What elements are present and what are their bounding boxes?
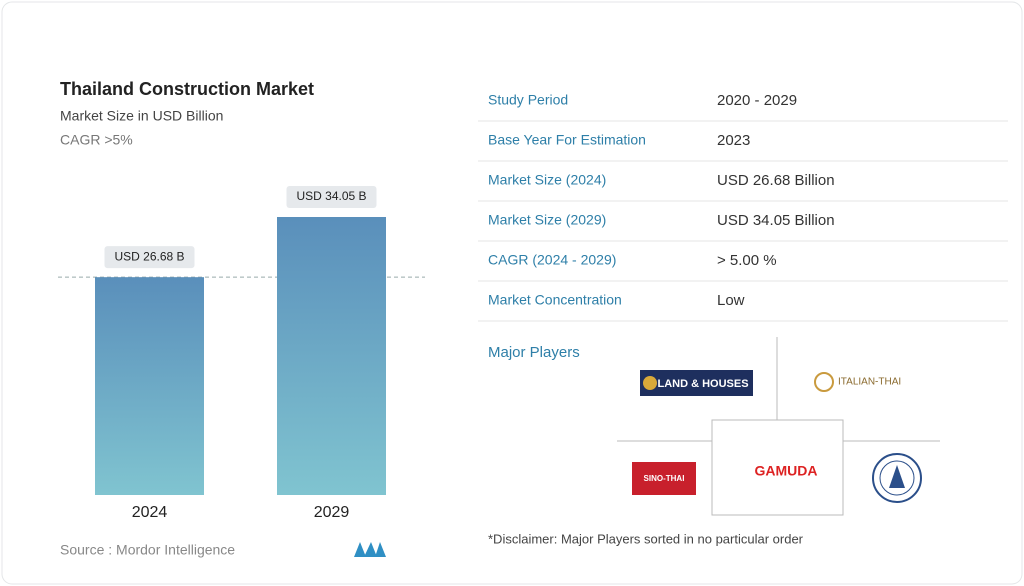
row-value: Low — [717, 292, 745, 309]
bar — [277, 217, 386, 495]
player-logo: LAND & HOUSES — [657, 378, 748, 390]
data-label: USD 34.05 B — [296, 189, 366, 203]
row-label: Market Size (2024) — [488, 172, 606, 188]
row-value: USD 26.68 Billion — [717, 172, 835, 189]
label-box — [104, 246, 195, 269]
row-label: Base Year For Estimation — [488, 132, 646, 148]
row-value: > 5.00 % — [717, 252, 777, 269]
row-value: 2023 — [717, 132, 750, 149]
disclaimer: *Disclaimer: Major Players sorted in no … — [488, 531, 804, 546]
row-label: Market Size (2029) — [488, 212, 606, 228]
players-grid — [617, 337, 940, 516]
logo-bg — [640, 370, 753, 396]
logo-icon — [643, 376, 657, 390]
row-label: Market Concentration — [488, 292, 622, 308]
player-logo: GAMUDA — [755, 463, 818, 479]
row-label: Study Period — [488, 92, 568, 108]
source: Source : Mordor Intelligence — [60, 542, 235, 558]
label-box — [286, 186, 377, 208]
data-label: USD 26.68 B — [114, 249, 184, 263]
logo-icon — [814, 372, 834, 392]
brand-logo — [354, 542, 386, 557]
cagr-text: CAGR >5% — [60, 132, 133, 148]
players-title: Major Players — [488, 344, 580, 361]
row-value: USD 34.05 Billion — [717, 212, 835, 229]
chart-subtitle: Market Size in USD Billion — [60, 108, 223, 124]
row-label: CAGR (2024 - 2029) — [488, 252, 616, 268]
x-tick-label: 2024 — [132, 504, 168, 521]
chart-title: Thailand Construction Market — [60, 79, 314, 99]
bar — [95, 277, 204, 495]
row-value: 2020 - 2029 — [717, 92, 797, 109]
seal-logo — [872, 453, 922, 503]
logo-bg — [632, 462, 696, 495]
player-logo: ITALIAN-THAI — [838, 377, 901, 388]
player-logo: SINO-THAI — [644, 474, 685, 483]
x-tick-label: 2029 — [314, 504, 350, 521]
